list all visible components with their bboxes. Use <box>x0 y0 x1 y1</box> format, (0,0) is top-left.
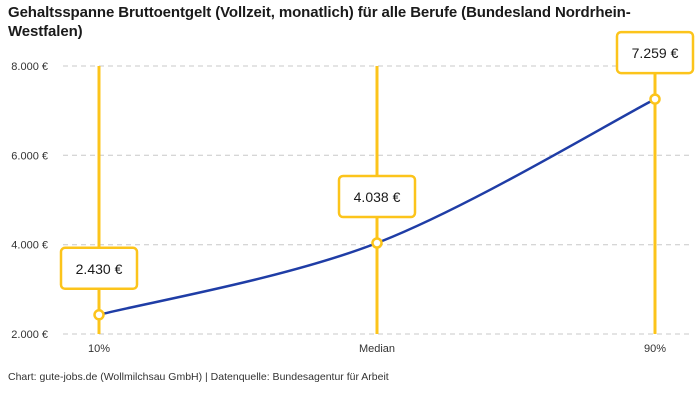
data-point-marker <box>93 309 105 321</box>
value-label: 2.430 € <box>76 261 123 277</box>
y-tick-label: 8.000 € <box>11 61 48 73</box>
data-point-marker <box>371 237 383 249</box>
x-tick-label: Median <box>359 343 395 355</box>
chart-title: Gehaltsspanne Bruttoentgelt (Vollzeit, m… <box>8 4 631 41</box>
chart-footer: Chart: gute-jobs.de (Wollmilchsau GmbH) … <box>8 371 389 383</box>
y-tick-label: 6.000 € <box>11 150 48 162</box>
value-label-box <box>59 246 139 291</box>
x-tick-label: 90% <box>644 343 666 355</box>
x-tick-label: 10% <box>88 343 110 355</box>
value-label: 7.259 € <box>632 45 679 61</box>
y-tick-label: 4.000 € <box>11 240 48 252</box>
value-label-box <box>337 174 417 219</box>
value-label-box <box>615 30 695 75</box>
value-label: 4.038 € <box>354 189 401 205</box>
y-tick-label: 2.000 € <box>11 329 48 341</box>
data-point-marker <box>649 93 661 105</box>
